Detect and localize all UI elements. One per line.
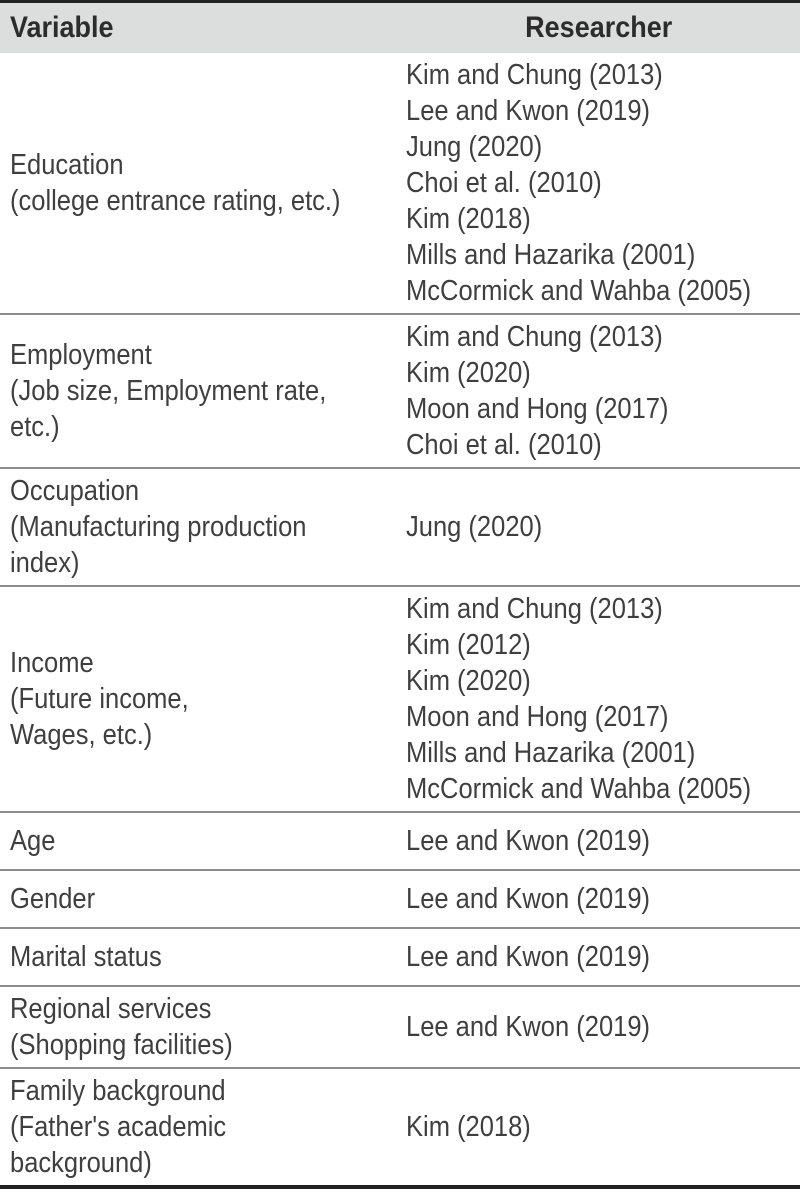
variable-line: (college entrance rating, etc.) xyxy=(10,185,341,217)
researcher-line: Kim (2020) xyxy=(406,665,531,697)
researcher-line: Lee and Kwon (2019) xyxy=(406,941,651,973)
variable-line: (Shopping facilities) xyxy=(10,1029,233,1061)
researcher-line: Kim (2020) xyxy=(406,357,531,389)
table-row-occupation: Occupation (Manufacturing production ind… xyxy=(0,467,800,586)
researcher-line: Kim (2018) xyxy=(406,1111,531,1143)
table-row-regional-services: Regional services (Shopping facilities) … xyxy=(0,985,800,1068)
table-row-gender: Gender Lee and Kwon (2019) xyxy=(0,869,800,928)
table-row-family-background: Family background (Father's academic bac… xyxy=(0,1067,800,1187)
researcher-line: McCormick and Wahba (2005) xyxy=(406,773,752,805)
researcher-line: Kim and Chung (2013) xyxy=(406,59,663,91)
variable-line: Regional services xyxy=(10,993,212,1025)
researcher-cell: Lee and Kwon (2019) xyxy=(398,985,800,1068)
variable-line: Education xyxy=(10,149,124,181)
researcher-line: Mills and Hazarika (2001) xyxy=(406,239,696,271)
variable-line: (Father's academic xyxy=(10,1111,227,1143)
variable-cell: Family background (Father's academic bac… xyxy=(0,1067,398,1187)
header-row: Variable Researcher xyxy=(0,1,800,53)
table-row-education: Education (college entrance rating, etc.… xyxy=(0,53,800,314)
variable-cell: Gender xyxy=(0,869,398,928)
variable-line: background) xyxy=(10,1147,152,1179)
researcher-line: Moon and Hong (2017) xyxy=(406,393,669,425)
researcher-line: Kim and Chung (2013) xyxy=(406,321,663,353)
variable-line: (Manufacturing production xyxy=(10,511,307,543)
table-row-marital-status: Marital status Lee and Kwon (2019) xyxy=(0,927,800,986)
researcher-line: McCormick and Wahba (2005) xyxy=(406,275,752,307)
variable-line: (Job size, Employment rate, xyxy=(10,375,327,407)
researcher-line: Jung (2020) xyxy=(406,511,543,543)
table-row-income: Income (Future income, Wages, etc.) Kim … xyxy=(0,585,800,812)
researcher-cell: Lee and Kwon (2019) xyxy=(398,927,800,986)
variable-cell: Marital status xyxy=(0,927,398,986)
researcher-line: Mills and Hazarika (2001) xyxy=(406,737,696,769)
variable-line: Family background xyxy=(10,1075,226,1107)
researcher-line: Kim and Chung (2013) xyxy=(406,593,663,625)
researcher-line: Lee and Kwon (2019) xyxy=(406,825,651,857)
variable-line: (Future income, xyxy=(10,683,189,715)
researcher-line: Lee and Kwon (2019) xyxy=(406,95,651,127)
column-header-researcher: Researcher xyxy=(398,1,800,53)
column-header-variable: Variable xyxy=(0,1,398,53)
researcher-line: Kim (2018) xyxy=(406,203,531,235)
researcher-cell: Kim (2018) xyxy=(398,1067,800,1187)
variable-line: Income xyxy=(10,647,94,679)
researcher-cell: Lee and Kwon (2019) xyxy=(398,869,800,928)
variable-line: Age xyxy=(10,825,56,857)
variable-line: Marital status xyxy=(10,941,162,973)
researcher-line: Choi et al. (2010) xyxy=(406,429,602,461)
researcher-line: Choi et al. (2010) xyxy=(406,167,602,199)
variable-line: Wages, etc.) xyxy=(10,719,153,751)
researcher-cell: Kim and Chung (2013) Lee and Kwon (2019)… xyxy=(398,53,800,314)
researcher-cell: Kim and Chung (2013) Kim (2020) Moon and… xyxy=(398,313,800,468)
researcher-line: Jung (2020) xyxy=(406,131,543,163)
researcher-cell: Kim and Chung (2013) Kim (2012) Kim (202… xyxy=(398,585,800,812)
researcher-line: Moon and Hong (2017) xyxy=(406,701,669,733)
table-row-employment: Employment (Job size, Employment rate, e… xyxy=(0,313,800,468)
table-header: Variable Researcher xyxy=(0,1,800,53)
variable-cell: Employment (Job size, Employment rate, e… xyxy=(0,313,398,468)
researcher-line: Lee and Kwon (2019) xyxy=(406,1011,651,1043)
variable-cell: Age xyxy=(0,811,398,870)
table-body: Education (college entrance rating, etc.… xyxy=(0,53,800,1187)
variable-cell: Occupation (Manufacturing production ind… xyxy=(0,467,398,586)
variable-cell: Regional services (Shopping facilities) xyxy=(0,985,398,1068)
variable-line: Occupation xyxy=(10,475,140,507)
table-row-age: Age Lee and Kwon (2019) xyxy=(0,811,800,870)
researcher-line: Lee and Kwon (2019) xyxy=(406,883,651,915)
variable-line: Gender xyxy=(10,883,96,915)
researcher-cell: Jung (2020) xyxy=(398,467,800,586)
variable-cell: Education (college entrance rating, etc.… xyxy=(0,53,398,314)
variable-line: etc.) xyxy=(10,411,60,443)
variable-line: Employment xyxy=(10,339,152,371)
column-header-variable-label: Variable xyxy=(10,11,114,44)
variable-line: index) xyxy=(10,547,80,579)
column-header-researcher-label: Researcher xyxy=(525,11,673,44)
researcher-line: Kim (2012) xyxy=(406,629,531,661)
researcher-cell: Lee and Kwon (2019) xyxy=(398,811,800,870)
variable-cell: Income (Future income, Wages, etc.) xyxy=(0,585,398,812)
